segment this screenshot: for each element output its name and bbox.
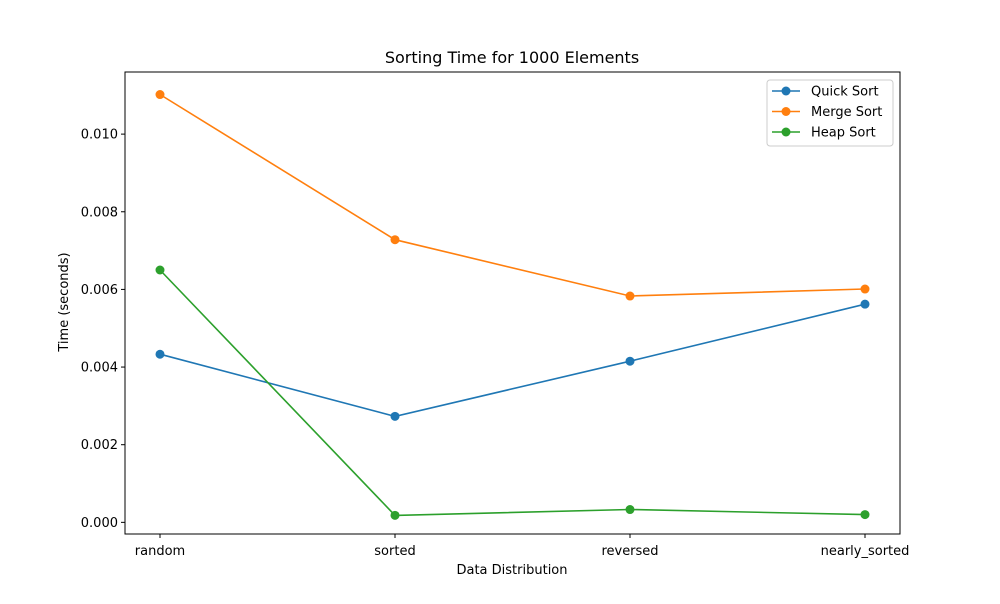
- y-tick-label: 0.002: [81, 438, 118, 453]
- legend-label: Quick Sort: [811, 85, 879, 100]
- plot-frame: [124, 71, 901, 535]
- series-line: [159, 93, 866, 297]
- y-tick-label: 0.006: [81, 283, 118, 298]
- legend-item: Heap Sort: [772, 126, 876, 141]
- series-layer: [155, 90, 870, 520]
- y-tick-label: 0.008: [81, 205, 118, 220]
- data-point: [390, 510, 400, 520]
- x-axis: random sorted reversed nearly_sorted: [135, 534, 910, 559]
- legend-label: Heap Sort: [811, 126, 876, 141]
- series-line: [159, 269, 866, 517]
- x-tick-label: reversed: [601, 544, 658, 559]
- data-point: [625, 291, 635, 301]
- data-point: [860, 299, 870, 309]
- data-point: [390, 411, 400, 421]
- series-quick-sort: [155, 299, 870, 421]
- data-point: [625, 356, 635, 366]
- y-axis: 0.000 0.002 0.004 0.006 0.008 0.010: [81, 128, 125, 531]
- chart-title: Sorting Time for 1000 Elements: [385, 48, 639, 67]
- legend-marker: [781, 107, 791, 116]
- x-tick-label: nearly_sorted: [821, 544, 910, 559]
- x-tick-label: random: [135, 544, 185, 559]
- y-tick-label: 0.010: [81, 128, 118, 143]
- legend-box: [766, 79, 894, 147]
- y-tick-label: 0.004: [81, 361, 118, 376]
- legend-item: Quick Sort: [772, 85, 879, 100]
- data-point: [625, 505, 635, 515]
- data-point: [860, 284, 870, 294]
- y-axis-label: Time (seconds): [57, 252, 72, 352]
- data-point: [155, 265, 165, 275]
- legend-item: Merge Sort: [772, 105, 882, 120]
- series-heap-sort: [155, 265, 870, 520]
- legend-label: Merge Sort: [811, 105, 882, 120]
- plot-area: [124, 71, 901, 535]
- legend-marker: [781, 127, 791, 137]
- data-point: [155, 349, 165, 359]
- y-tick-label: 0.000: [81, 516, 118, 531]
- series-merge-sort: [155, 90, 870, 301]
- x-tick-label: sorted: [374, 544, 415, 559]
- data-point: [390, 235, 400, 245]
- legend: Quick Sort Merge Sort Heap Sort: [766, 79, 894, 147]
- series-line: [159, 303, 866, 418]
- legend-marker: [781, 86, 791, 96]
- data-point: [860, 510, 870, 520]
- data-point: [155, 90, 165, 100]
- x-axis-label: Data Distribution: [456, 563, 567, 578]
